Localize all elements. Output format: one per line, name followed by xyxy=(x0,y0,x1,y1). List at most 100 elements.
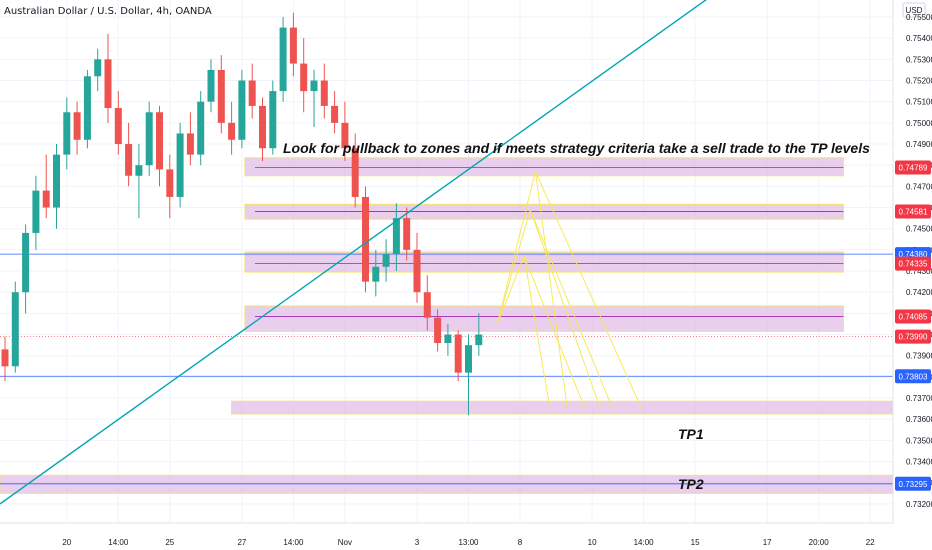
candle-up[interactable] xyxy=(94,59,102,77)
candle-down[interactable] xyxy=(186,133,194,155)
candle-up[interactable] xyxy=(197,101,205,155)
candle-down[interactable] xyxy=(42,190,50,208)
candle-down[interactable] xyxy=(125,144,133,176)
resistance-zone[interactable] xyxy=(244,251,844,273)
candle-up[interactable] xyxy=(392,218,400,255)
candle-down[interactable] xyxy=(403,218,411,250)
candle-up[interactable] xyxy=(465,345,472,373)
projection-line[interactable] xyxy=(535,171,568,409)
projection-line[interactable] xyxy=(529,209,614,409)
candle-up[interactable] xyxy=(53,154,60,208)
time-tick-label: 20:00 xyxy=(809,538,830,547)
time-tick-label: 25 xyxy=(165,538,174,547)
candle-down[interactable] xyxy=(351,148,359,197)
resistance-zone[interactable] xyxy=(244,157,844,177)
candle-down[interactable] xyxy=(331,105,339,123)
resistance-zone[interactable] xyxy=(231,400,895,415)
candle-up[interactable] xyxy=(83,76,91,140)
price-label-badge[interactable] xyxy=(895,309,931,324)
candle-down[interactable] xyxy=(73,112,81,140)
candle-down[interactable] xyxy=(454,334,462,373)
candle-down[interactable] xyxy=(104,59,112,109)
projection-line[interactable] xyxy=(529,209,601,409)
price-label-badge[interactable] xyxy=(895,476,931,491)
candle-up[interactable] xyxy=(207,69,215,102)
candle-down[interactable] xyxy=(413,249,421,293)
candle-down[interactable] xyxy=(289,27,297,64)
candle-down[interactable] xyxy=(166,169,174,197)
time-axis[interactable]: 20 14:00 25 27 14:00 Nov 3 13:00 8 10 14:00 15 17 20:… xyxy=(0,522,893,547)
projection-line[interactable] xyxy=(523,256,551,409)
candle-up[interactable] xyxy=(22,232,30,293)
candle-down[interactable] xyxy=(300,63,308,92)
resistance-zone[interactable] xyxy=(244,305,844,332)
candle-down[interactable] xyxy=(114,108,122,145)
candle-up[interactable] xyxy=(145,112,153,166)
resistance-zones[interactable] xyxy=(0,157,895,494)
projection-line[interactable] xyxy=(496,171,536,325)
candle-up[interactable] xyxy=(444,334,452,344)
time-tick-label: 3 xyxy=(415,538,420,547)
candle-down[interactable] xyxy=(228,122,236,140)
candle-up[interactable] xyxy=(269,91,277,149)
trendline[interactable] xyxy=(0,0,712,505)
price-label-text: 0.74581 xyxy=(899,208,928,217)
candle-down[interactable] xyxy=(320,80,328,106)
projection-line[interactable] xyxy=(523,256,586,409)
candle-down[interactable] xyxy=(217,69,225,123)
candle-down[interactable] xyxy=(362,196,369,282)
time-tick-label: 14:00 xyxy=(108,538,129,547)
candle-up[interactable] xyxy=(279,27,287,92)
price-label-badge[interactable] xyxy=(895,329,931,344)
candle-down[interactable] xyxy=(434,317,442,344)
price-axis-bg xyxy=(893,0,932,550)
candle-down[interactable] xyxy=(1,349,9,367)
candle-up[interactable] xyxy=(382,254,390,267)
candle-down[interactable] xyxy=(423,292,431,318)
candlestick-series[interactable] xyxy=(1,12,483,415)
candle-up[interactable] xyxy=(32,190,40,233)
candle-up[interactable] xyxy=(176,133,184,197)
candle-down[interactable] xyxy=(156,112,163,170)
time-tick-label: 22 xyxy=(866,538,875,547)
main-annotation: Look for pullback to zones and if meets … xyxy=(283,140,870,156)
candle-down[interactable] xyxy=(248,80,256,106)
candle-down[interactable] xyxy=(341,122,349,149)
candle-down[interactable] xyxy=(259,105,266,149)
price-label-badge[interactable] xyxy=(895,160,931,175)
price-label-text: 0.74085 xyxy=(899,313,928,322)
candle-up[interactable] xyxy=(310,80,318,92)
drawings[interactable] xyxy=(0,0,712,505)
projection-line[interactable] xyxy=(535,171,642,409)
horizontal-lines[interactable] xyxy=(0,253,893,485)
candle-up[interactable] xyxy=(238,80,246,140)
projection-line[interactable] xyxy=(496,256,525,325)
candle-up[interactable] xyxy=(475,334,483,346)
price-label-badge[interactable] xyxy=(895,369,931,384)
price-label-badge[interactable] xyxy=(895,256,931,271)
candle-up[interactable] xyxy=(63,112,71,155)
price-label-badge[interactable] xyxy=(895,204,931,219)
price-label-text: 0.74335 xyxy=(899,260,928,269)
candle-up[interactable] xyxy=(372,266,380,282)
price-label-text: 0.74789 xyxy=(899,164,928,173)
candle-up[interactable] xyxy=(135,165,143,176)
projection-line[interactable] xyxy=(496,209,531,325)
candle-up[interactable] xyxy=(11,292,19,367)
price-label-text: 0.74380 xyxy=(899,250,928,259)
resistance-zone[interactable] xyxy=(0,474,895,494)
price-label-text: 0.73803 xyxy=(899,372,928,381)
tp2-label: TP2 xyxy=(678,476,704,492)
time-tick-label: Nov xyxy=(338,538,352,547)
